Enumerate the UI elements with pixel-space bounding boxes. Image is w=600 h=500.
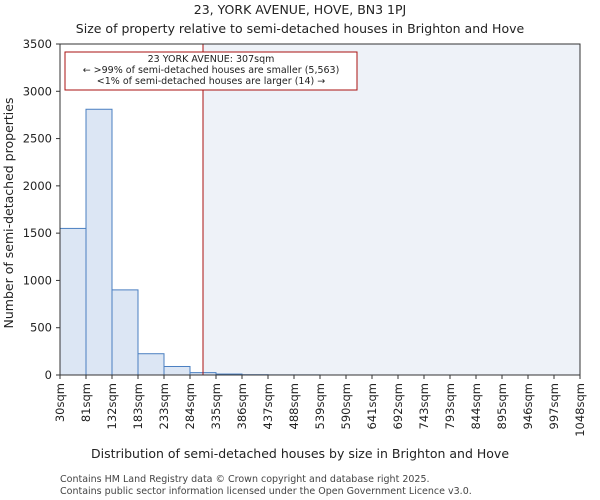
y-axis-label: Number of semi-detached properties — [1, 98, 16, 329]
y-axis: 0 500 1000 1500 2000 2500 3000 3500 — [23, 37, 60, 382]
annotation-larger: <1% of semi-detached houses are larger (… — [97, 76, 325, 87]
y-tick-label: 0 — [45, 368, 52, 382]
bar-233sqm — [163, 365, 191, 376]
x-tick-label: 30sqm — [53, 383, 67, 422]
y-tick-label: 2500 — [23, 132, 52, 146]
x-tick-label: 183sqm — [131, 383, 145, 429]
plot-area: 0 500 1000 1500 2000 2500 3000 3500 30sqm 81sqm 1… — [23, 37, 587, 437]
x-tick-label: 81sqm — [79, 383, 93, 422]
x-tick-label: 997sqm — [547, 383, 561, 429]
annotation-frame — [64, 51, 358, 91]
x-tick-label: 793sqm — [443, 383, 457, 429]
x-tick-label: 895sqm — [495, 383, 509, 429]
x-tick-label: 284sqm — [183, 383, 197, 429]
plot-frame — [59, 43, 581, 376]
x-tick-label: 1048sqm — [573, 383, 587, 437]
bar-132sqm — [111, 289, 139, 376]
y-tick-label: 1500 — [23, 226, 52, 240]
y-tick-label: 3000 — [23, 84, 52, 98]
x-tick-label: 386sqm — [235, 383, 249, 429]
bar-183sqm — [137, 353, 165, 376]
x-tick-label: 488sqm — [287, 383, 301, 429]
x-tick-label: 335sqm — [209, 383, 223, 429]
chart-title: 23, YORK AVENUE, HOVE, BN3 1PJ — [194, 2, 407, 17]
x-axis-label: Distribution of semi-detached houses by … — [91, 446, 509, 461]
x-tick-label: 132sqm — [105, 383, 119, 429]
x-tick-label: 641sqm — [365, 383, 379, 429]
x-tick-label: 743sqm — [417, 383, 431, 429]
x-tick-label: 539sqm — [313, 383, 327, 429]
x-tick-label: 946sqm — [521, 383, 535, 429]
x-tick-label: 437sqm — [261, 383, 275, 429]
annotation-title: 23 YORK AVENUE: 307sqm — [148, 54, 275, 65]
y-tick-label: 500 — [30, 321, 52, 335]
footer-line-2: Contains public sector information licen… — [60, 486, 472, 497]
bar-81sqm — [85, 108, 113, 376]
chart-subtitle: Size of property relative to semi-detach… — [76, 21, 525, 36]
bar-30sqm — [59, 227, 87, 376]
y-tick-label: 3500 — [23, 37, 52, 51]
x-axis: 30sqm 81sqm 132sqm 183sqm 233sqm 284sqm 335sqm… — [53, 375, 587, 437]
larger-properties-region — [203, 44, 580, 375]
y-tick-label: 1000 — [23, 273, 52, 287]
x-tick-label: 692sqm — [391, 383, 405, 429]
x-tick-label: 590sqm — [339, 383, 353, 429]
y-tick-label: 2000 — [23, 179, 52, 193]
x-tick-label: 844sqm — [469, 383, 483, 429]
footer-line-1: Contains HM Land Registry data © Crown c… — [60, 474, 430, 485]
x-tick-label: 233sqm — [157, 383, 171, 429]
annotation-smaller: ← >99% of semi-detached houses are small… — [83, 65, 340, 76]
annotation-box: 23 YORK AVENUE: 307sqm ← >99% of semi-de… — [64, 51, 358, 91]
